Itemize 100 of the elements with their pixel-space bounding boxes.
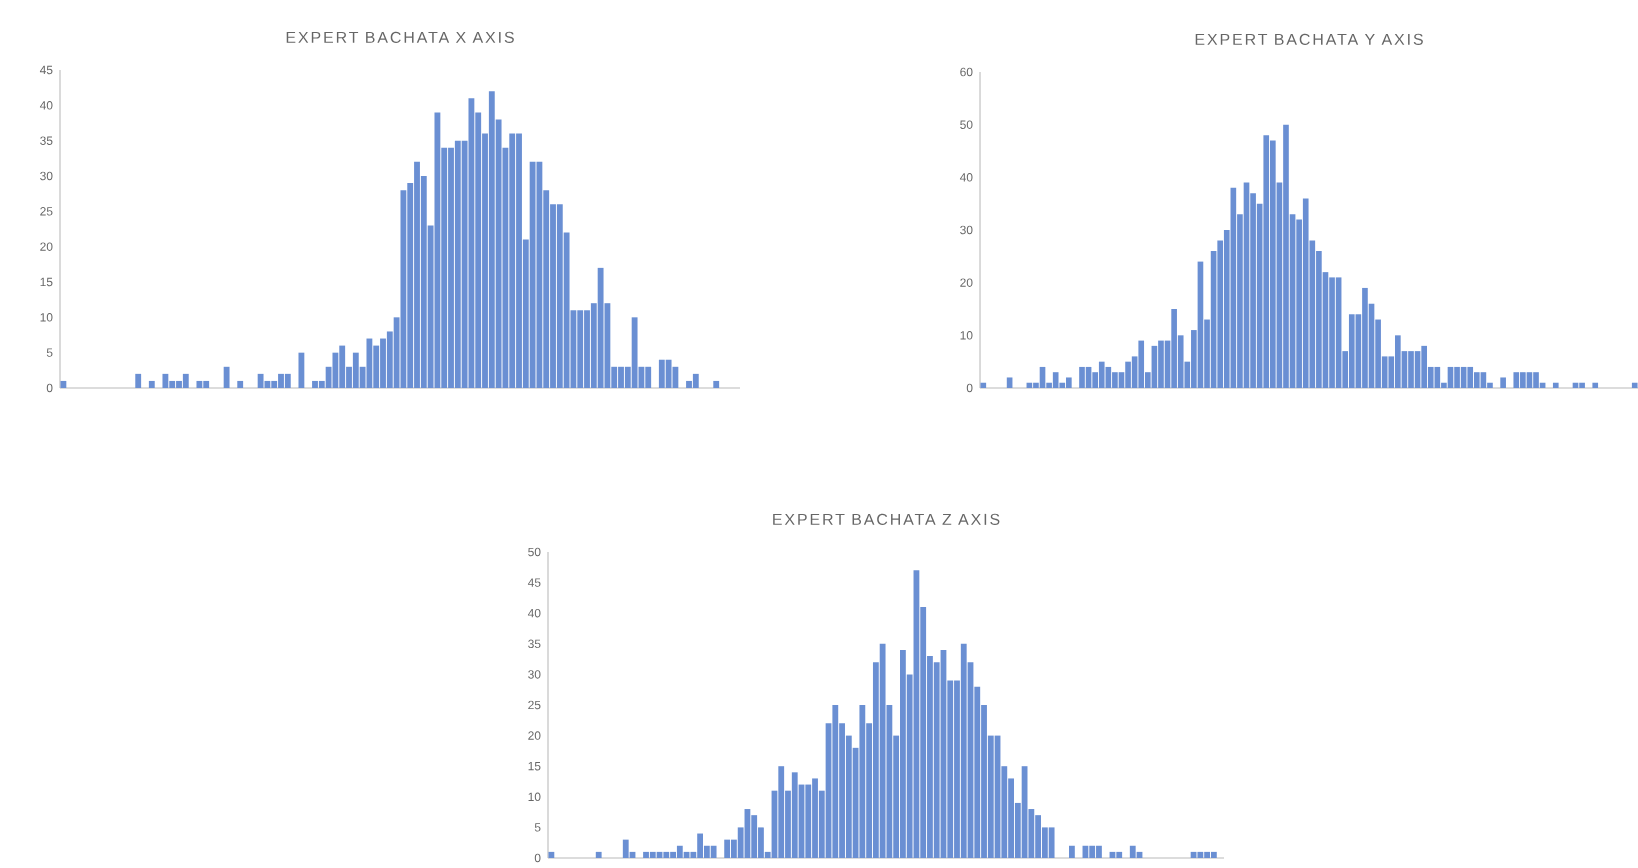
bar	[203, 380, 210, 388]
bar	[1006, 377, 1013, 388]
bar	[1408, 351, 1414, 388]
bar	[1079, 366, 1085, 388]
bar	[257, 373, 264, 388]
bar	[182, 373, 189, 388]
bar	[339, 345, 346, 388]
bar	[1158, 340, 1164, 388]
bar	[366, 338, 373, 388]
bar	[1480, 372, 1487, 388]
bar	[805, 784, 812, 858]
bar	[135, 373, 142, 388]
bar	[548, 851, 555, 858]
bar	[414, 161, 420, 388]
bar	[1526, 372, 1533, 388]
bar	[631, 317, 638, 388]
bar	[751, 815, 758, 858]
bar	[332, 352, 339, 388]
bar	[556, 204, 563, 388]
bar	[434, 112, 441, 388]
bar	[148, 380, 155, 388]
bar	[400, 190, 407, 388]
bar	[223, 366, 230, 388]
bar	[1533, 372, 1539, 388]
bar	[584, 310, 590, 388]
bar	[176, 380, 182, 388]
bar	[1362, 287, 1368, 388]
bar	[577, 310, 584, 388]
bar	[710, 845, 717, 858]
bar	[162, 373, 169, 388]
bar	[1513, 372, 1520, 388]
bar	[791, 772, 798, 858]
bar	[1269, 140, 1276, 388]
bar	[595, 851, 602, 858]
bar	[1129, 845, 1136, 858]
bar	[879, 643, 886, 858]
bar	[1116, 851, 1123, 858]
bar	[1395, 335, 1401, 388]
bar	[676, 845, 683, 858]
bar	[960, 643, 967, 858]
bar	[1035, 815, 1042, 858]
bar	[618, 366, 624, 388]
bar	[670, 851, 676, 858]
bar	[812, 778, 818, 858]
bar	[284, 373, 291, 388]
bar	[237, 380, 244, 388]
bar	[1112, 372, 1118, 388]
bar	[448, 147, 454, 388]
bar	[1329, 277, 1335, 388]
bar	[1210, 851, 1217, 858]
bar	[373, 345, 380, 388]
bar	[1197, 851, 1204, 858]
bar	[1052, 372, 1059, 388]
bar	[271, 380, 278, 388]
bar	[645, 366, 652, 388]
bar	[1421, 345, 1427, 388]
bar	[980, 382, 987, 388]
bar	[488, 91, 495, 388]
bar	[454, 140, 461, 388]
bar	[1089, 845, 1096, 858]
bar	[1069, 845, 1075, 858]
bar	[352, 352, 359, 388]
bar	[312, 380, 318, 388]
bar	[1302, 198, 1309, 388]
bar	[658, 359, 665, 388]
bar	[622, 839, 629, 858]
bar	[1263, 135, 1270, 388]
bar	[832, 705, 839, 858]
bar	[1096, 845, 1102, 858]
bar	[60, 380, 67, 388]
bar	[516, 133, 522, 388]
bar	[1098, 361, 1105, 388]
bar	[1631, 382, 1638, 388]
bar	[663, 851, 670, 858]
bar	[1171, 308, 1177, 388]
bar	[1473, 372, 1480, 388]
bar	[169, 380, 176, 388]
bar	[278, 373, 284, 388]
bar	[859, 705, 866, 858]
bar	[298, 352, 305, 388]
bar	[1283, 124, 1289, 388]
bar	[1066, 377, 1072, 388]
bar	[1434, 366, 1441, 388]
bar	[1204, 851, 1211, 858]
bar	[672, 366, 679, 388]
bar	[1048, 827, 1055, 858]
bar	[1579, 382, 1585, 388]
bar	[1138, 340, 1145, 388]
bar	[697, 833, 704, 858]
bar	[900, 649, 906, 858]
bar	[1454, 366, 1460, 388]
bar	[649, 851, 656, 858]
bar	[264, 380, 271, 388]
bar	[1348, 314, 1355, 388]
bar	[1125, 361, 1131, 388]
bar	[536, 161, 543, 388]
bar	[1592, 382, 1599, 388]
bar	[529, 161, 536, 388]
bar	[665, 359, 672, 388]
bar	[724, 839, 731, 858]
